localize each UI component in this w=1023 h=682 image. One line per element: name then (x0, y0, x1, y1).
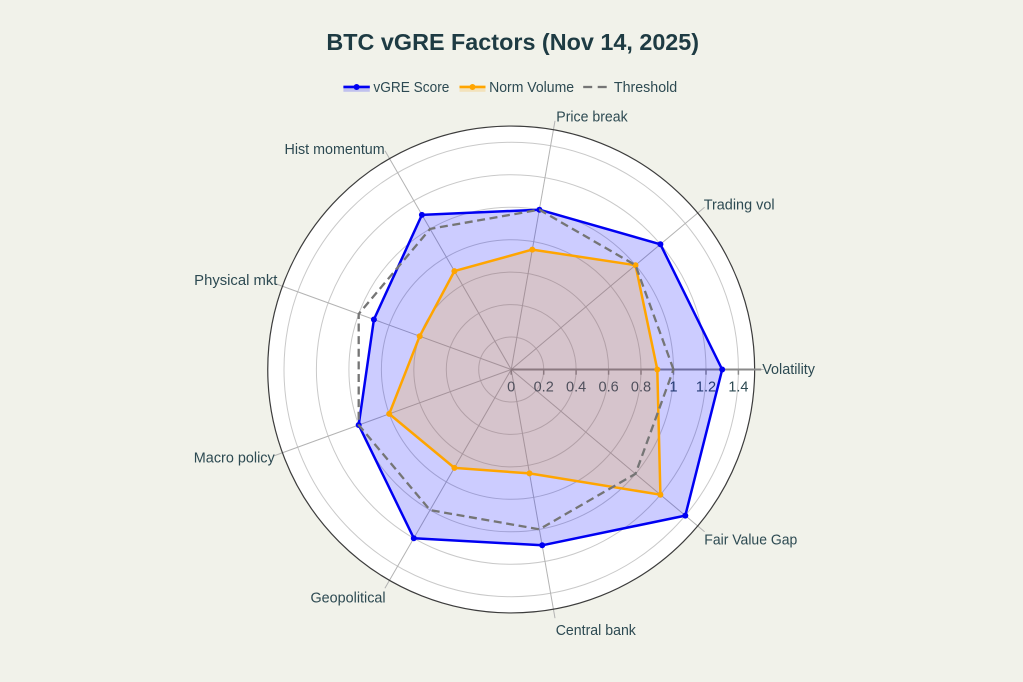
svg-text:Price break: Price break (556, 110, 628, 126)
svg-text:Fair Value Gap: Fair Value Gap (704, 532, 797, 548)
svg-text:Macro policy: Macro policy (194, 451, 276, 467)
svg-text:vGRE Score: vGRE Score (373, 80, 449, 96)
svg-text:0.8: 0.8 (631, 380, 651, 396)
svg-text:0.4: 0.4 (566, 380, 586, 396)
svg-text:BTC vGRE Factors (Nov 14, 2025: BTC vGRE Factors (Nov 14, 2025) (326, 29, 699, 55)
svg-text:Physical mkt: Physical mkt (194, 273, 277, 289)
svg-text:0.6: 0.6 (599, 380, 619, 396)
svg-text:0: 0 (507, 380, 515, 396)
svg-text:Norm Volume: Norm Volume (489, 80, 574, 96)
svg-text:1.4: 1.4 (728, 380, 748, 396)
svg-text:Trading vol: Trading vol (704, 198, 775, 214)
svg-text:Volatility: Volatility (762, 362, 816, 378)
svg-text:Geopolitical: Geopolitical (311, 591, 386, 607)
svg-text:Threshold: Threshold (614, 80, 677, 96)
svg-text:1: 1 (669, 380, 677, 396)
svg-text:Central bank: Central bank (556, 623, 637, 639)
svg-text:0.2: 0.2 (534, 380, 554, 396)
svg-text:1.2: 1.2 (696, 380, 716, 396)
svg-text:Hist momentum: Hist momentum (285, 142, 385, 158)
